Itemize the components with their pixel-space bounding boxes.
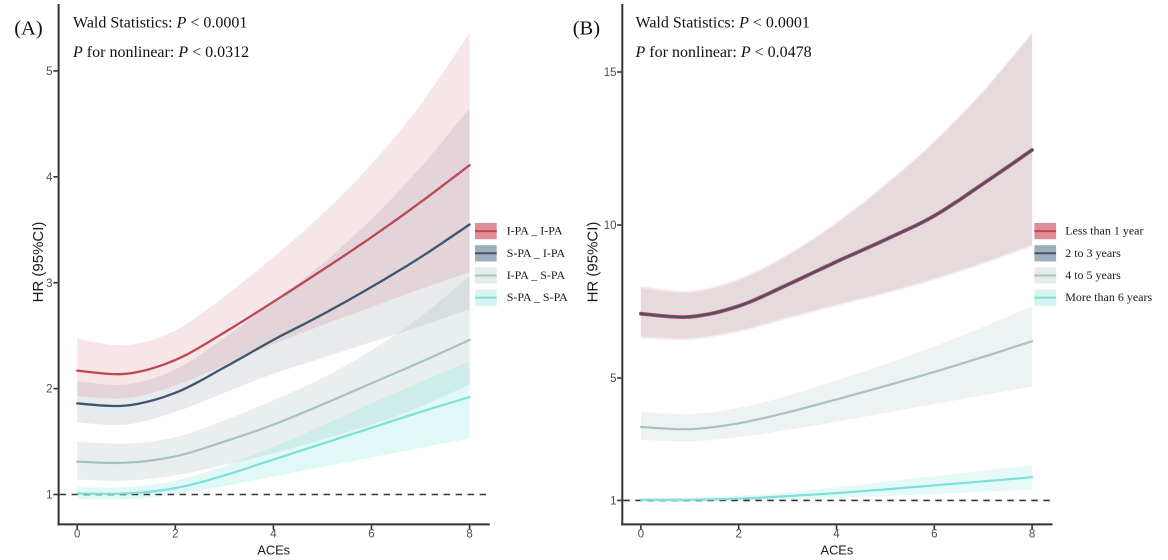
svg-text:6: 6 (368, 528, 374, 540)
svg-text:0: 0 (638, 528, 644, 540)
svg-text:3: 3 (46, 278, 52, 290)
svg-text:P for nonlinear: P < 0.0312: P for nonlinear: P < 0.0312 (72, 44, 249, 61)
svg-text:15: 15 (604, 67, 617, 79)
svg-text:2: 2 (735, 528, 741, 540)
svg-text:ACEs: ACEs (257, 543, 290, 558)
svg-text:1: 1 (610, 496, 616, 508)
svg-text:ACEs: ACEs (821, 543, 854, 558)
svg-text:2: 2 (172, 528, 178, 540)
svg-text:Wald Statistics: P < 0.0001: Wald Statistics: P < 0.0001 (636, 15, 810, 32)
svg-text:10: 10 (604, 220, 617, 232)
svg-text:I-PA _ I-PA: I-PA _ I-PA (507, 224, 563, 238)
svg-text:2 to 3 years: 2 to 3 years (1065, 246, 1121, 260)
svg-text:5: 5 (46, 66, 52, 78)
svg-text:4: 4 (270, 528, 277, 540)
svg-text:1: 1 (46, 490, 52, 502)
svg-text:Wald Statistics: P < 0.0001: Wald Statistics: P < 0.0001 (73, 15, 247, 32)
svg-text:More than 6 years: More than 6 years (1065, 290, 1152, 304)
svg-text:6: 6 (931, 528, 937, 540)
svg-text:(A): (A) (14, 18, 42, 40)
svg-text:S-PA _ S-PA: S-PA _ S-PA (507, 290, 568, 304)
svg-text:Less than 1 year: Less than 1 year (1065, 224, 1143, 238)
svg-text:4: 4 (46, 172, 53, 184)
svg-text:4 to 5 years: 4 to 5 years (1065, 268, 1121, 282)
svg-text:0: 0 (74, 528, 80, 540)
svg-text:(B): (B) (573, 18, 600, 40)
svg-text:HR (95%CI): HR (95%CI) (585, 222, 602, 303)
svg-text:HR (95%CI): HR (95%CI) (30, 222, 47, 303)
svg-text:2: 2 (46, 384, 52, 396)
svg-text:8: 8 (1029, 528, 1035, 540)
svg-text:S-PA _ I-PA: S-PA _ I-PA (507, 246, 566, 260)
svg-text:P for nonlinear: P < 0.0478: P for nonlinear: P < 0.0478 (635, 44, 812, 61)
svg-text:8: 8 (466, 528, 472, 540)
svg-text:4: 4 (833, 528, 840, 540)
svg-text:5: 5 (610, 373, 616, 385)
svg-text:I-PA _ S-PA: I-PA _ S-PA (507, 268, 566, 282)
